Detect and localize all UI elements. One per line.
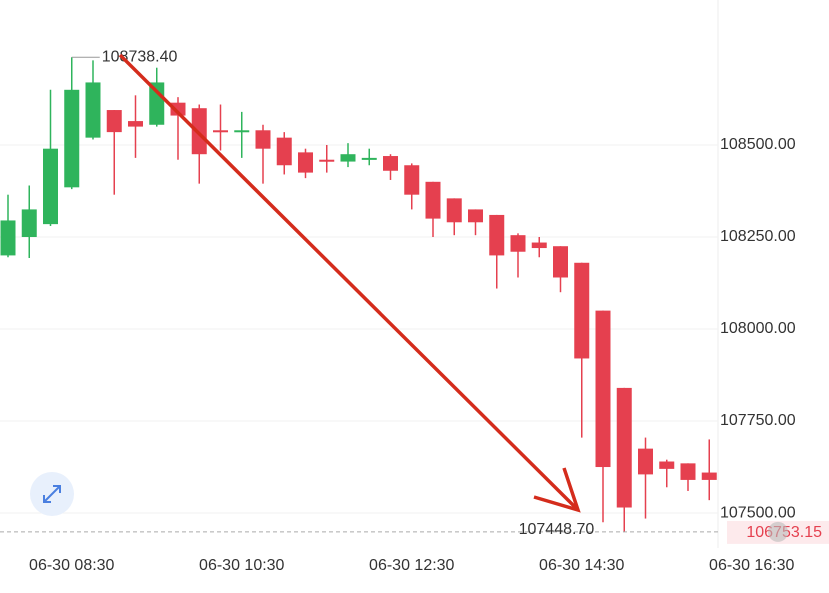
candle-body [340, 154, 356, 162]
candle-body [468, 209, 483, 223]
candle-body [531, 242, 547, 249]
candle-body [149, 82, 165, 125]
y-tick-label: 108500.00 [720, 136, 796, 153]
candle-body [489, 214, 505, 256]
x-tick-label: 06-30 10:30 [199, 557, 285, 574]
x-tick-label: 06-30 16:30 [709, 557, 795, 574]
candle-body [128, 121, 143, 127]
x-tick-label: 06-30 12:30 [369, 557, 455, 574]
candle-body [616, 387, 632, 508]
y-tick-label: 107750.00 [720, 412, 796, 429]
candle-body [553, 246, 568, 278]
candle-body [64, 89, 80, 188]
arrow-shaft [118, 53, 578, 510]
candle-body [234, 130, 250, 133]
candle-body [106, 110, 122, 133]
candle-body [510, 235, 526, 252]
candle-body [638, 448, 653, 475]
candle-body [170, 102, 186, 116]
y-tick-label: 107500.00 [720, 504, 796, 521]
candle-body [404, 165, 420, 195]
candle-body [425, 181, 441, 219]
candle-body [446, 198, 462, 223]
candle-body [574, 262, 590, 359]
y-tick-label: 108250.00 [720, 228, 796, 245]
candle-body [43, 148, 58, 225]
candle-body [361, 157, 377, 160]
x-tick-label: 06-30 14:30 [539, 557, 625, 574]
candle-body [319, 159, 335, 162]
x-tick-label: 06-30 08:30 [29, 557, 115, 574]
expand-icon [43, 485, 61, 503]
candle-body [383, 156, 398, 171]
candle-body [0, 220, 16, 256]
candle-body [191, 108, 207, 155]
candle-body [255, 130, 271, 149]
candle-body [701, 472, 717, 480]
candle-body [680, 463, 696, 480]
candle-body [21, 209, 37, 238]
candle-body [595, 310, 611, 468]
price-icon [768, 521, 788, 542]
candle-body [276, 137, 292, 166]
candle-body [659, 461, 675, 469]
low-label: 107448.70 [519, 521, 595, 538]
candle-body [85, 82, 101, 138]
arrow-head [533, 467, 581, 513]
candle-body [298, 152, 313, 173]
high-label: 108738.40 [102, 48, 178, 65]
y-tick-label: 108000.00 [720, 320, 796, 337]
expand-button[interactable] [30, 472, 74, 516]
candle-body [213, 130, 228, 133]
